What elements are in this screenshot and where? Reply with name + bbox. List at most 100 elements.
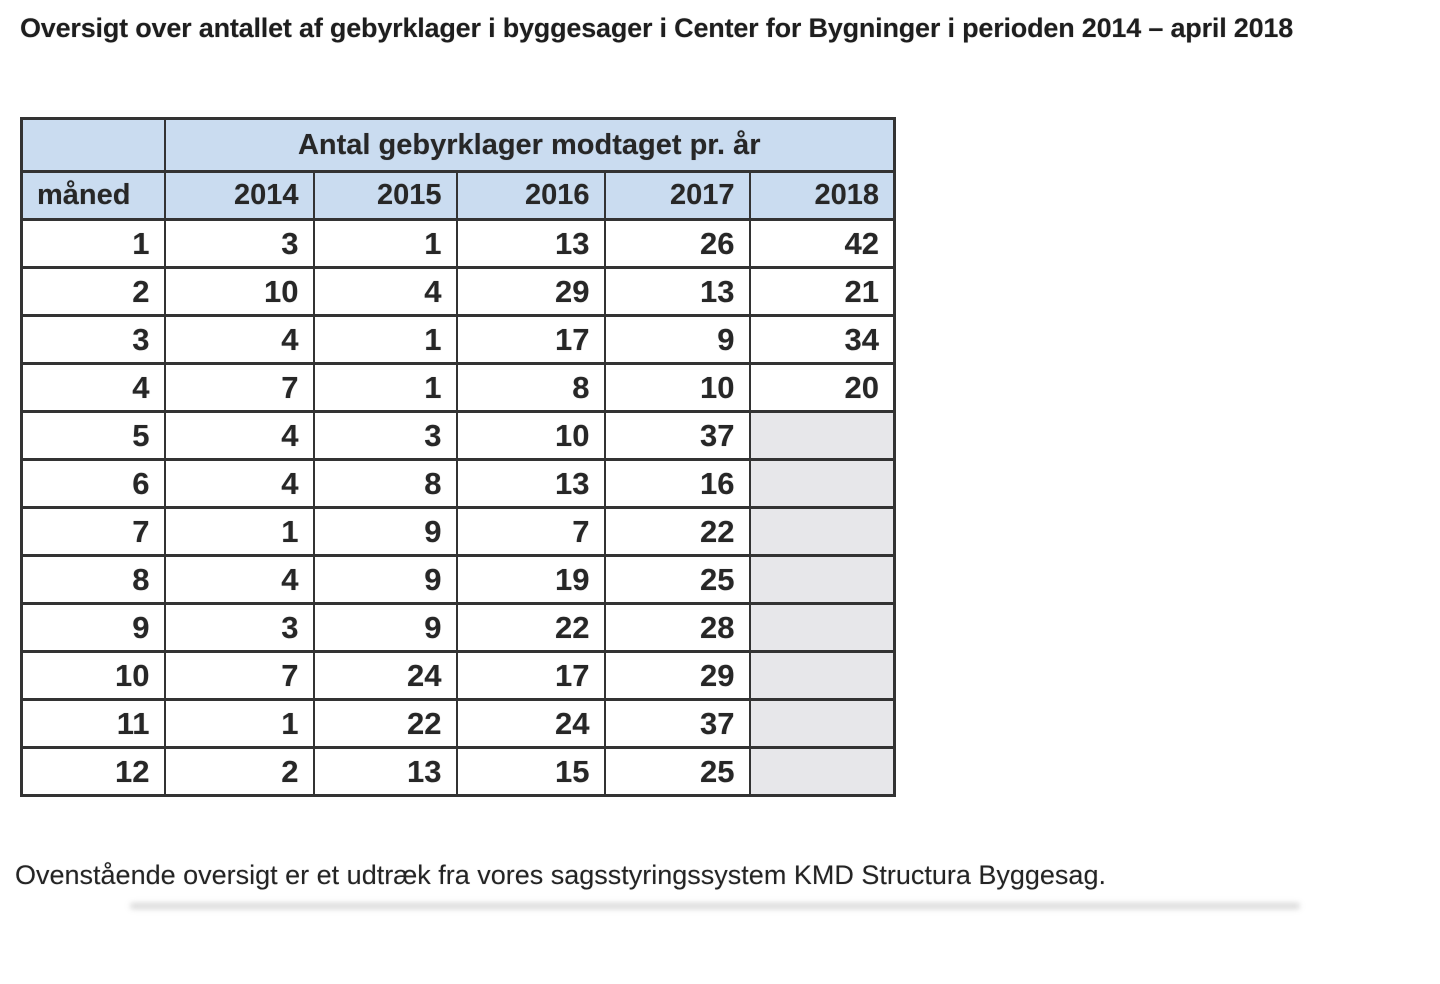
value-cell: 1	[163, 698, 315, 749]
value-cell: 19	[455, 554, 606, 605]
table-row: 1 3 1 13 26 42	[20, 218, 896, 269]
year-column-header: 2015	[312, 170, 458, 221]
value-cell: 25	[603, 746, 751, 797]
value-cell: 1	[312, 314, 458, 365]
value-cell: 9	[312, 506, 458, 557]
year-column-header: 2016	[455, 170, 606, 221]
table-row: 11 1 22 24 37	[20, 698, 896, 749]
value-cell: 1	[163, 506, 315, 557]
footer-note: Ovenstående oversigt er et udtræk fra vo…	[15, 860, 1106, 890]
value-cell: 3	[163, 602, 315, 653]
table-row: 6 4 8 13 16	[20, 458, 896, 509]
table-row: 9 3 9 22 28	[20, 602, 896, 653]
value-cell: 4	[163, 554, 315, 605]
value-cell: 15	[455, 746, 606, 797]
value-cell: 37	[603, 698, 751, 749]
value-cell: 9	[603, 314, 751, 365]
value-cell: 22	[455, 602, 606, 653]
table-header: Antal gebyrklager modtaget pr. år måned …	[20, 117, 896, 221]
value-cell: 10	[163, 266, 315, 317]
year-column-header: 2014	[163, 170, 315, 221]
value-cell: 16	[603, 458, 751, 509]
value-cell	[748, 458, 896, 509]
month-cell: 12	[20, 746, 166, 797]
value-cell: 22	[603, 506, 751, 557]
value-cell: 10	[455, 410, 606, 461]
value-cell: 34	[748, 314, 896, 365]
value-cell	[748, 506, 896, 557]
table-group-header: Antal gebyrklager modtaget pr. år	[163, 117, 896, 173]
value-cell: 28	[603, 602, 751, 653]
value-cell	[748, 746, 896, 797]
value-cell: 10	[603, 362, 751, 413]
table-row: 8 4 9 19 25	[20, 554, 896, 605]
value-cell: 13	[312, 746, 458, 797]
month-cell: 4	[20, 362, 166, 413]
scan-artifact	[130, 903, 1300, 909]
month-cell: 5	[20, 410, 166, 461]
value-cell: 13	[455, 218, 606, 269]
value-cell: 25	[603, 554, 751, 605]
value-cell: 4	[312, 266, 458, 317]
page-title: Oversigt over antallet af gebyrklager i …	[20, 13, 1294, 43]
value-cell: 2	[163, 746, 315, 797]
month-cell: 1	[20, 218, 166, 269]
month-cell: 11	[20, 698, 166, 749]
value-cell: 1	[312, 218, 458, 269]
value-cell: 4	[163, 458, 315, 509]
value-cell: 29	[455, 266, 606, 317]
table-body: 1 3 1 13 26 42 2 10 4 29 13 21 3 4 1 17 9 34 4 7 1 8 10 20 5 4 3 10…	[20, 218, 896, 797]
year-column-header: 2018	[748, 170, 896, 221]
gebyrklager-table: Antal gebyrklager modtaget pr. år måned …	[20, 117, 896, 797]
value-cell	[748, 698, 896, 749]
value-cell: 3	[312, 410, 458, 461]
value-cell: 13	[603, 266, 751, 317]
table-row: 5 4 3 10 37	[20, 410, 896, 461]
month-cell: 10	[20, 650, 166, 701]
value-cell: 17	[455, 314, 606, 365]
value-cell: 24	[312, 650, 458, 701]
value-cell: 3	[163, 218, 315, 269]
value-cell: 24	[455, 698, 606, 749]
table-row: 12 2 13 15 25	[20, 746, 896, 797]
value-cell: 9	[312, 554, 458, 605]
value-cell: 4	[163, 314, 315, 365]
value-cell: 4	[163, 410, 315, 461]
month-cell: 3	[20, 314, 166, 365]
value-cell: 21	[748, 266, 896, 317]
value-cell: 17	[455, 650, 606, 701]
value-cell	[748, 602, 896, 653]
value-cell: 9	[312, 602, 458, 653]
table-row: 4 7 1 8 10 20	[20, 362, 896, 413]
table-row: 7 1 9 7 22	[20, 506, 896, 557]
value-cell: 7	[455, 506, 606, 557]
month-cell: 8	[20, 554, 166, 605]
table-group-header-row: Antal gebyrklager modtaget pr. år	[20, 117, 896, 173]
table-row: 3 4 1 17 9 34	[20, 314, 896, 365]
value-cell	[748, 410, 896, 461]
value-cell: 7	[163, 650, 315, 701]
value-cell: 8	[312, 458, 458, 509]
table-column-header-row: måned 2014 2015 2016 2017 2018	[20, 170, 896, 221]
month-cell: 7	[20, 506, 166, 557]
value-cell: 26	[603, 218, 751, 269]
value-cell: 29	[603, 650, 751, 701]
table-row: 2 10 4 29 13 21	[20, 266, 896, 317]
table-row: 10 7 24 17 29	[20, 650, 896, 701]
month-cell: 6	[20, 458, 166, 509]
value-cell	[748, 650, 896, 701]
value-cell: 8	[455, 362, 606, 413]
month-cell: 9	[20, 602, 166, 653]
value-cell: 7	[163, 362, 315, 413]
value-cell: 13	[455, 458, 606, 509]
value-cell: 20	[748, 362, 896, 413]
year-column-header: 2017	[603, 170, 751, 221]
month-cell: 2	[20, 266, 166, 317]
value-cell: 42	[748, 218, 896, 269]
value-cell: 1	[312, 362, 458, 413]
value-cell	[748, 554, 896, 605]
month-column-header: måned	[20, 170, 166, 221]
value-cell: 22	[312, 698, 458, 749]
value-cell: 37	[603, 410, 751, 461]
corner-cell	[20, 117, 166, 173]
